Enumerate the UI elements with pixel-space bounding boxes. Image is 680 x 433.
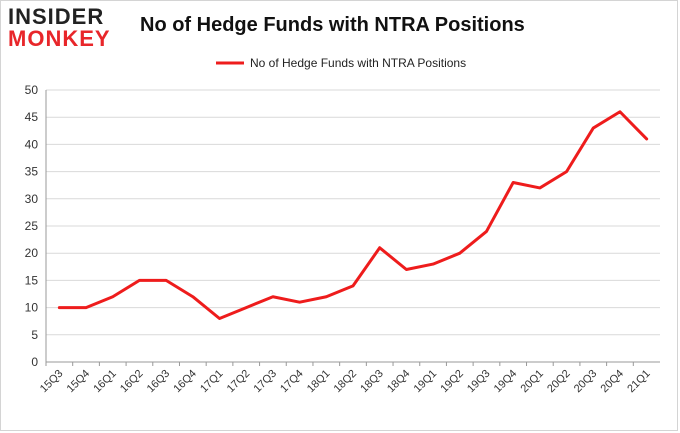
data-point <box>191 295 195 298</box>
x-tick-label: 20Q3 <box>572 368 600 396</box>
x-tick-label: 21Q1 <box>625 368 653 396</box>
x-tick-label: 18Q4 <box>385 368 413 396</box>
data-point <box>111 295 114 298</box>
data-point <box>325 295 328 298</box>
x-tick-label: 15Q4 <box>65 368 93 396</box>
data-point <box>164 279 168 282</box>
data-point <box>565 170 568 173</box>
gridlines <box>46 89 660 363</box>
y-tick-label: 35 <box>25 165 39 179</box>
x-tick-label: 15Q3 <box>38 368 66 396</box>
series-line <box>57 110 649 320</box>
x-tick-label: 19Q4 <box>492 368 520 396</box>
x-tick-label: 18Q3 <box>358 368 386 396</box>
data-point <box>458 252 461 255</box>
x-tick-label: 20Q1 <box>518 368 546 396</box>
x-tick-label: 16Q3 <box>145 368 173 396</box>
x-tick-label: 17Q4 <box>278 368 306 396</box>
x-tick-labels: 15Q3 15Q4 16Q1 16Q2 16Q3 16Q4 17Q1 17Q2 17Q3 17Q4… <box>38 368 653 396</box>
series-lines <box>57 110 649 320</box>
y-tick-label: 15 <box>25 273 39 287</box>
x-tick-label: 19Q1 <box>412 368 440 396</box>
data-point <box>538 186 542 190</box>
x-tick-label: 19Q2 <box>438 368 466 396</box>
y-tick-label: 45 <box>25 110 39 124</box>
y-tick-labels: 0 5 10 15 20 25 30 35 40 45 50 <box>25 83 39 369</box>
data-point <box>511 181 515 184</box>
logo-line-2: MONKEY <box>8 26 111 51</box>
x-tick-label: 17Q3 <box>252 368 280 396</box>
y-tick-label: 40 <box>25 137 39 151</box>
data-point <box>485 230 488 233</box>
data-point <box>618 110 622 113</box>
y-tick-label: 0 <box>31 355 38 369</box>
y-tick-label: 20 <box>25 246 39 260</box>
x-tick-label: 18Q1 <box>305 368 333 396</box>
y-tick-label: 5 <box>31 328 38 342</box>
data-point <box>218 317 221 320</box>
y-tick-label: 10 <box>25 301 39 315</box>
data-point <box>271 295 275 298</box>
x-tick-label: 16Q1 <box>91 368 119 396</box>
legend-label: No of Hedge Funds with NTRA Positions <box>250 56 466 70</box>
x-tick-label: 20Q2 <box>545 368 573 396</box>
data-point <box>298 300 301 304</box>
data-point <box>84 306 88 309</box>
x-tick-label: 17Q2 <box>225 368 253 396</box>
data-point <box>138 279 141 282</box>
x-tick-label: 18Q2 <box>332 368 360 396</box>
y-tick-label: 30 <box>25 192 39 206</box>
chart-title: No of Hedge Funds with NTRA Positions <box>140 14 525 36</box>
data-point <box>245 306 248 309</box>
y-tick-label: 50 <box>25 83 39 97</box>
insider-monkey-logo: INSIDER MONKEY <box>8 6 128 56</box>
data-point <box>431 262 435 266</box>
data-point <box>592 126 595 130</box>
y-tick-label: 25 <box>25 219 39 233</box>
legend: No of Hedge Funds with NTRA Positions <box>216 56 466 70</box>
x-tick-label: 20Q4 <box>599 368 627 396</box>
x-tick-label: 16Q2 <box>118 368 146 396</box>
data-point <box>351 284 355 288</box>
logo-line-1: INSIDER <box>8 4 105 29</box>
data-point <box>645 137 648 141</box>
x-tick-label: 16Q4 <box>171 368 199 396</box>
data-point <box>378 246 381 249</box>
x-tick-label: 17Q1 <box>198 368 226 396</box>
axes <box>45 90 660 366</box>
data-point <box>58 306 61 309</box>
data-point <box>405 268 408 271</box>
x-tick-label: 19Q3 <box>465 368 493 396</box>
